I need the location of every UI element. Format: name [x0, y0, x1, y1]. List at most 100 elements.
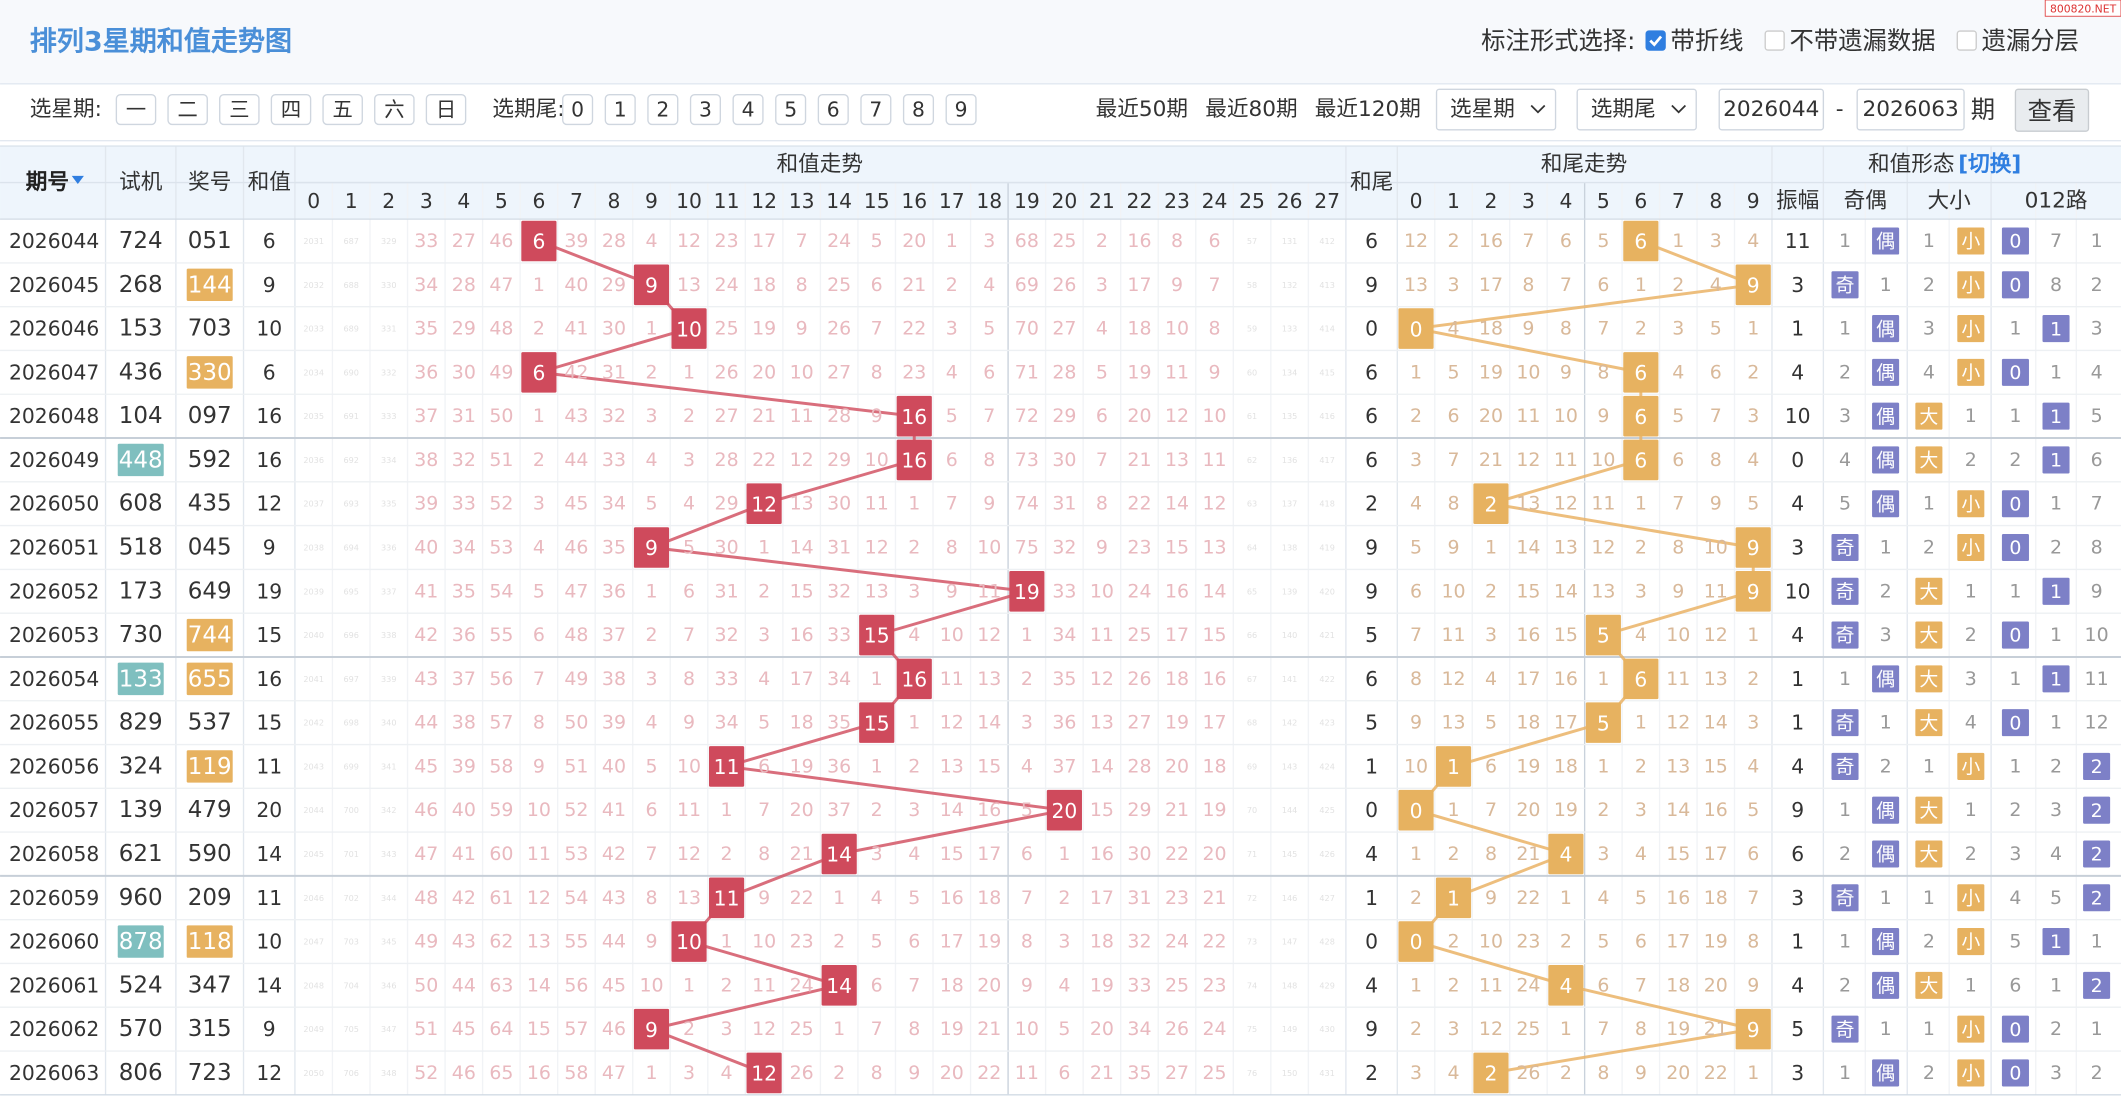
tail-button[interactable]: [860, 94, 892, 126]
tail-hit: 2: [1485, 492, 1498, 516]
checkbox[interactable]: [1645, 30, 1666, 51]
sum-omit: 699: [343, 761, 358, 771]
option-label[interactable]: 遗漏分层: [1982, 26, 2079, 55]
tail-text[interactable]: 5: [784, 98, 797, 122]
sort-icon[interactable]: [71, 175, 84, 184]
weekday-text[interactable]: 一: [126, 98, 146, 122]
sum-omit: 2037: [303, 499, 324, 509]
sum-omit: 10: [1165, 318, 1189, 340]
tail-omit: 4: [1747, 230, 1759, 252]
big-small-omit: 2: [1965, 624, 1977, 646]
tail-button[interactable]: [647, 94, 679, 126]
tail-omit: 2: [1747, 361, 1759, 383]
recent-link[interactable]: 最近50期: [1096, 97, 1188, 122]
sum-omit: 16: [1090, 843, 1114, 865]
weekday-text[interactable]: 二: [178, 98, 198, 122]
tail-omit: 16: [1516, 624, 1540, 646]
tail-text[interactable]: 3: [699, 98, 712, 122]
tail-text[interactable]: 2: [656, 98, 669, 122]
draw: 592: [188, 447, 232, 473]
sum-omit: 62: [489, 931, 513, 953]
week-select[interactable]: [1435, 88, 1557, 131]
tail-omit: 8: [1560, 318, 1572, 340]
sum-omit: 70: [1015, 318, 1039, 340]
tail-omit: 5: [1485, 712, 1497, 734]
tail: 1: [1365, 754, 1378, 778]
tail-omit: 6: [1447, 405, 1459, 427]
road-hit-bg: [2083, 840, 2111, 868]
road-omit: 1: [2091, 931, 2103, 953]
weekday-text[interactable]: 六: [384, 98, 404, 122]
weekday-button[interactable]: [167, 94, 208, 126]
tail-text[interactable]: 6: [827, 98, 840, 122]
sum-omit: 2: [833, 931, 845, 953]
tail-text[interactable]: 1: [614, 98, 627, 122]
weekday-text[interactable]: 五: [333, 98, 353, 122]
weekday-button[interactable]: [425, 94, 467, 126]
tail-select[interactable]: [1576, 88, 1697, 131]
weekday-text[interactable]: 三: [229, 98, 249, 122]
tail-button[interactable]: [817, 94, 849, 126]
sum-omit: 11: [677, 799, 701, 821]
tail-omit: 2: [1747, 668, 1759, 690]
tail-text[interactable]: 4: [742, 98, 755, 122]
sum-omit: 69: [1015, 274, 1039, 296]
tail-button[interactable]: [689, 94, 721, 126]
sum-omit: 2036: [303, 455, 324, 465]
road-hit: 2: [2091, 756, 2103, 778]
week-select-text[interactable]: 选星期: [1450, 97, 1515, 122]
tail-text[interactable]: 0: [571, 98, 584, 122]
odd-even-omit: 2: [1880, 580, 1892, 602]
recent-link[interactable]: 最近80期: [1205, 97, 1297, 122]
tail-button[interactable]: [562, 94, 594, 126]
sum-omit: 2050: [303, 1068, 324, 1078]
header-switch[interactable]: [切换]: [1958, 151, 2021, 177]
weekday-button[interactable]: [219, 94, 260, 126]
weekday-button[interactable]: [322, 94, 363, 126]
from-input[interactable]: [1718, 88, 1825, 131]
sum-omit: 27: [452, 230, 476, 252]
query-text[interactable]: 查看: [2028, 96, 2077, 125]
road-omit: 1: [2009, 668, 2021, 690]
weekday-button[interactable]: [374, 94, 415, 126]
tail-button[interactable]: [732, 94, 764, 126]
tail-omit: 9: [1447, 537, 1459, 559]
big-small: 小: [1961, 887, 1980, 909]
to-input[interactable]: [1856, 88, 1965, 131]
tail-button[interactable]: [775, 94, 807, 126]
odd-even-bg: [1872, 665, 1900, 693]
recent-link[interactable]: 最近120期: [1315, 97, 1421, 122]
tail-text[interactable]: 7: [869, 98, 882, 122]
weekday-button[interactable]: [270, 94, 312, 126]
draw: 723: [188, 1060, 232, 1086]
tail-text[interactable]: 8: [912, 98, 925, 122]
tail-text[interactable]: 9: [955, 98, 968, 122]
to-text[interactable]: 2026063: [1862, 97, 1958, 122]
weekday-button[interactable]: [115, 94, 157, 126]
from-text[interactable]: 2026044: [1723, 97, 1819, 122]
query-button[interactable]: [2014, 88, 2090, 132]
draw: 655: [188, 667, 232, 693]
tail-button[interactable]: [902, 94, 935, 126]
sum-omit: 16: [527, 1062, 551, 1084]
sum-omit: 8: [796, 274, 808, 296]
tail: 5: [1365, 623, 1378, 647]
sum-col: 14: [826, 189, 852, 213]
tail-select-text[interactable]: 选期尾: [1591, 97, 1656, 122]
road-hit: 0: [2009, 362, 2021, 384]
sum-omit: 32: [602, 405, 626, 427]
weekday-text[interactable]: 日: [436, 98, 456, 122]
option-label[interactable]: 带折线: [1671, 26, 1744, 55]
tail-button[interactable]: [604, 94, 636, 126]
tail-button[interactable]: [945, 94, 977, 126]
odd-even-omit: 5: [1839, 493, 1851, 515]
sum-omit: 26: [715, 361, 739, 383]
checkbox[interactable]: [1764, 30, 1785, 51]
tail-hit: 9: [1747, 536, 1760, 560]
sum-omit: 16: [790, 624, 814, 646]
tail: 4: [1365, 973, 1378, 997]
checkbox[interactable]: [1956, 30, 1977, 51]
weekday-text[interactable]: 四: [281, 98, 301, 122]
option-label[interactable]: 不带遗漏数据: [1790, 26, 1936, 55]
tail-hit-bg: [1623, 395, 1659, 437]
